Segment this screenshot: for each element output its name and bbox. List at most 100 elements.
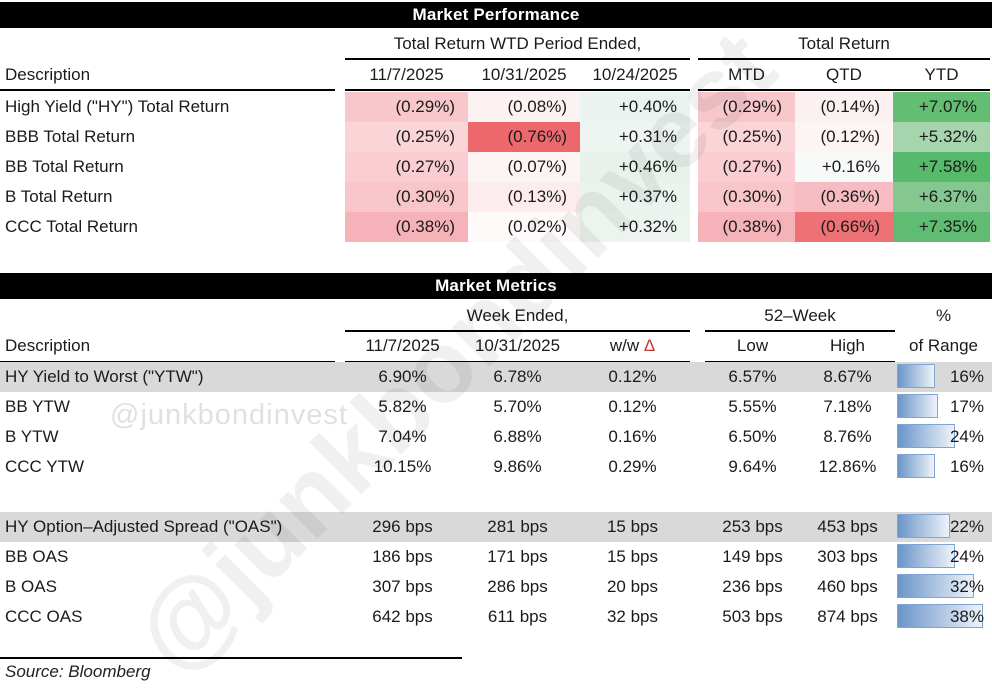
- range-label: 38%: [949, 607, 984, 626]
- value-cell: (0.38%): [345, 212, 468, 242]
- column-header-of-range: of Range: [909, 336, 978, 355]
- value-cell: (0.30%): [698, 182, 795, 212]
- range-bar: [897, 394, 938, 418]
- range-label: 32%: [949, 577, 984, 596]
- column-header-date-1: 11/7/2025: [345, 60, 468, 91]
- value-cell: 874 bps: [817, 607, 878, 626]
- column-header-ww-delta: w/w Δ: [575, 331, 690, 363]
- value-cell: 0.16%: [608, 427, 657, 446]
- metrics-table-row: BB YTW 5.82% 5.70% 0.12% 5.55% 7.18% 17%: [0, 392, 992, 422]
- column-header-ytd: YTD: [893, 60, 990, 91]
- value-cell: +7.35%: [893, 212, 990, 242]
- performance-table-row: CCC Total Return (0.38%) (0.02%) +0.32% (0.3…: [0, 212, 990, 242]
- range-label: 16%: [949, 457, 984, 476]
- spacer: [0, 302, 345, 332]
- metrics-table-row: B OAS 307 bps 286 bps 20 bps 236 bps 460 bps 3…: [0, 572, 992, 602]
- spacer: [690, 212, 698, 242]
- source-note: Source: Bloomberg: [5, 662, 151, 681]
- range-bar: [897, 364, 935, 388]
- footer-divider: [0, 657, 462, 659]
- spacer: [0, 30, 345, 60]
- metrics-table-row: B YTW 7.04% 6.88% 0.16% 6.50% 8.76% 24%: [0, 422, 992, 452]
- column-header-mtd: MTD: [698, 60, 795, 91]
- value-cell: (0.29%): [345, 92, 468, 122]
- range-label: 16%: [949, 367, 984, 386]
- spacer: [690, 152, 698, 182]
- column-header-date-2: 10/31/2025: [460, 331, 575, 363]
- spacer: [690, 331, 705, 363]
- value-cell: 236 bps: [722, 577, 783, 596]
- value-cell: 296 bps: [372, 517, 433, 536]
- range-cell: 24%: [895, 422, 992, 452]
- spacer: [690, 92, 698, 122]
- value-cell: 6.88%: [493, 427, 542, 446]
- value-cell: (0.38%): [698, 212, 795, 242]
- value-cell: 253 bps: [722, 517, 783, 536]
- spacer: [690, 182, 698, 212]
- metrics-rows: HY Yield to Worst ("YTW") 6.90% 6.78% 0.12%…: [0, 362, 992, 632]
- value-cell: (0.76%): [468, 122, 580, 152]
- range-label: 22%: [949, 517, 984, 536]
- value-cell: (0.30%): [345, 182, 468, 212]
- group-header-total-return: Total Return: [698, 30, 990, 60]
- spacer: [690, 362, 705, 392]
- range-bar: [897, 454, 935, 478]
- spacer: [690, 542, 705, 572]
- spacer-row: [0, 482, 992, 512]
- value-cell: 8.67%: [823, 367, 872, 386]
- range-cell: 24%: [895, 542, 992, 572]
- value-cell: +0.32%: [580, 212, 690, 242]
- value-cell: 460 bps: [817, 577, 878, 596]
- value-cell: 0.29%: [608, 457, 657, 476]
- range-bar: [897, 574, 974, 598]
- value-cell: (0.13%): [468, 182, 580, 212]
- value-cell: 281 bps: [487, 517, 548, 536]
- performance-table-title: Market Performance: [0, 2, 992, 28]
- range-cell: 16%: [895, 452, 992, 482]
- value-cell: 8.76%: [823, 427, 872, 446]
- value-cell: 286 bps: [487, 577, 548, 596]
- value-cell: 611 bps: [487, 607, 548, 626]
- value-cell: 171 bps: [487, 547, 548, 566]
- value-cell: (0.27%): [345, 152, 468, 182]
- value-cell: (0.27%): [698, 152, 795, 182]
- value-cell: 5.55%: [728, 397, 777, 416]
- value-cell: 642 bps: [372, 607, 433, 626]
- value-cell: 5.70%: [493, 397, 542, 416]
- value-cell: 186 bps: [372, 547, 433, 566]
- value-cell: 12.86%: [818, 457, 877, 476]
- value-cell: (0.02%): [468, 212, 580, 242]
- value-cell: 7.04%: [378, 427, 427, 446]
- value-cell: +6.37%: [893, 182, 990, 212]
- value-cell: 7.18%: [823, 397, 872, 416]
- value-cell: +5.32%: [893, 122, 990, 152]
- column-header-description: Description: [0, 60, 345, 91]
- performance-group-header-row: Total Return WTD Period Ended, Total Ret…: [0, 30, 990, 60]
- delta-symbol: Δ: [643, 336, 656, 355]
- performance-table-row: B Total Return (0.30%) (0.13%) +0.37% (0.30%…: [0, 182, 990, 212]
- spacer: [690, 452, 705, 482]
- value-cell: (0.25%): [698, 122, 795, 152]
- value-cell: (0.25%): [345, 122, 468, 152]
- value-cell: 10.15%: [373, 457, 432, 476]
- column-header-description: Description: [0, 331, 345, 363]
- group-header-wtd: Total Return WTD Period Ended,: [345, 30, 690, 60]
- row-label: HY Option–Adjusted Spread ("OAS"): [5, 517, 283, 536]
- range-bar: [897, 604, 983, 628]
- metrics-group-header-row: Week Ended, 52–Week %: [0, 302, 992, 332]
- column-header-low: Low: [705, 331, 800, 363]
- value-cell: 15 bps: [606, 547, 659, 566]
- value-cell: (0.08%): [468, 92, 580, 122]
- row-label: BB OAS: [5, 547, 69, 566]
- range-label: 17%: [949, 397, 984, 416]
- spacer: [690, 60, 698, 91]
- value-cell: 6.57%: [728, 367, 777, 386]
- row-label: B YTW: [5, 427, 59, 446]
- range-bar: [897, 544, 955, 568]
- value-cell: 6.90%: [378, 367, 427, 386]
- range-cell: 16%: [895, 362, 992, 392]
- column-header-date-3: 10/24/2025: [580, 60, 690, 91]
- group-header-week-ended: Week Ended,: [345, 302, 690, 332]
- spacer: [690, 602, 705, 632]
- value-cell: (0.14%): [795, 92, 893, 122]
